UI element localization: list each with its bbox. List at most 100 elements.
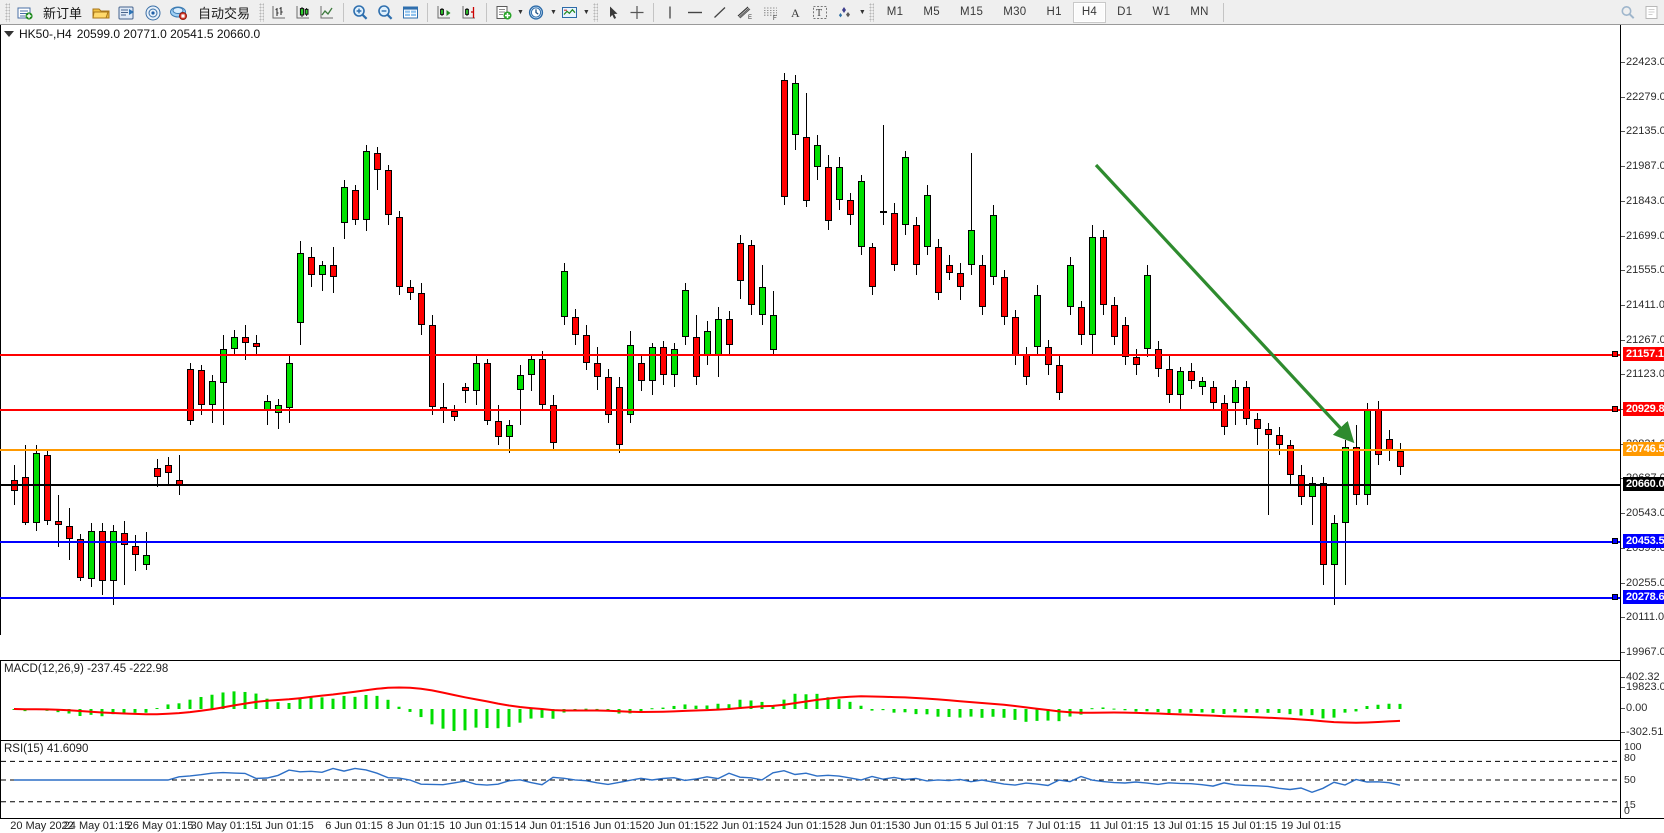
line-segment <box>0 484 1620 486</box>
timeframe-h1[interactable]: H1 <box>1046 6 1062 18</box>
macd-histogram-bar <box>848 701 852 709</box>
macd-histogram-bar <box>518 709 522 723</box>
rsi-pane[interactable]: RSI(15) 41.6090 <box>0 740 1620 818</box>
zoom-out-icon[interactable] <box>374 1 397 23</box>
news-icon[interactable] <box>115 1 139 23</box>
rsi-line <box>14 767 1401 794</box>
price-tag-resistance-1[interactable]: 21157.1 <box>1623 347 1664 361</box>
timeframe-m30[interactable]: M30 <box>1003 6 1027 18</box>
price-tick-label: 20111.0 <box>1626 611 1664 623</box>
crosshair-icon[interactable] <box>626 1 648 23</box>
line-anchor-handle[interactable] <box>1612 594 1618 600</box>
timeframe-m15[interactable]: M15 <box>959 6 984 18</box>
toolbar-separator-4 <box>652 2 654 22</box>
candle-body <box>704 331 711 355</box>
svg-text:F: F <box>773 16 777 21</box>
folder-icon[interactable] <box>89 1 113 23</box>
autotrading-icon[interactable] <box>167 1 191 23</box>
price-tick-label: 21699.0 <box>1626 230 1664 242</box>
macd-histogram-bar <box>386 699 390 709</box>
macd-histogram-bar <box>177 703 181 709</box>
time-axis-label: 22 Jun 01:15 <box>706 820 770 832</box>
chart-workspace[interactable]: HK50-,H4 20599.0 20771.0 20541.5 20660.0… <box>0 25 1664 833</box>
main-price-pane[interactable]: HK50-,H4 20599.0 20771.0 20541.5 20660.0 <box>0 25 1620 635</box>
chart-collapse-icon[interactable] <box>4 31 14 37</box>
macd-histogram-bar <box>595 708 599 710</box>
time-scale[interactable]: 20 May 2022 24 May 01:15 26 May 01:15 30 Ma… <box>0 818 1664 833</box>
zoom-in-icon[interactable] <box>349 1 372 23</box>
indicators-dropdown-caret[interactable]: ▼ <box>517 8 524 16</box>
text-icon[interactable]: A <box>785 1 807 23</box>
horizontal-line-icon[interactable] <box>683 1 707 23</box>
periods-dropdown-caret[interactable]: ▼ <box>549 8 557 16</box>
trend-arrow-line[interactable] <box>1094 163 1355 444</box>
new-order-button[interactable]: 新订单 <box>43 5 83 21</box>
price-tick-label: 21123.0 <box>1626 368 1664 380</box>
timeframe-m5[interactable]: M5 <box>923 6 940 18</box>
candle-body <box>198 370 205 405</box>
shapes-dropdown-caret[interactable]: ▼ <box>858 8 866 16</box>
periods-icon[interactable] <box>525 1 548 23</box>
auto-scroll-icon[interactable] <box>433 1 456 23</box>
templates-dropdown-caret[interactable]: ▼ <box>582 8 590 16</box>
macd-histogram-bar <box>397 706 401 709</box>
fibonacci-icon[interactable]: F <box>759 1 783 23</box>
line-chart-icon[interactable] <box>316 1 338 23</box>
price-scale[interactable]: 22423.0 22279.0 22135.0 21987.0 21843.0 21699… <box>1620 25 1664 818</box>
macd-histogram-bar <box>1321 709 1325 719</box>
vertical-line-icon[interactable] <box>659 1 681 23</box>
trendline-icon[interactable] <box>709 1 731 23</box>
candle-body <box>957 273 964 287</box>
line-anchor-handle[interactable] <box>1612 406 1618 412</box>
templates-icon[interactable] <box>558 1 581 23</box>
timeframe-w1[interactable]: W1 <box>1152 6 1171 18</box>
toolbar-grip-2[interactable] <box>259 2 265 22</box>
macd-histogram-bar <box>903 709 907 713</box>
equidistant-channel-icon[interactable]: E <box>733 1 757 23</box>
price-tag-support-2[interactable]: 20278.6 <box>1623 590 1664 604</box>
candle-body <box>209 381 216 405</box>
price-tag-last-price[interactable]: 20660.0 <box>1623 477 1664 491</box>
indicators-icon[interactable] <box>492 1 515 23</box>
candle-body <box>319 265 326 275</box>
macd-tick <box>1621 677 1625 678</box>
bar-chart-icon[interactable] <box>268 1 290 23</box>
symbol-label: HK50-,H4 <box>19 27 72 41</box>
price-tick <box>1621 374 1625 375</box>
candle-body <box>1056 365 1063 393</box>
price-tag-support-1[interactable]: 20453.5 <box>1623 534 1664 548</box>
cursor-icon[interactable] <box>602 1 624 23</box>
timeframe-m1[interactable]: M1 <box>886 6 904 18</box>
toolbar-grip-4[interactable] <box>868 2 874 22</box>
price-tick <box>1621 236 1625 237</box>
line-anchor-handle[interactable] <box>1612 351 1618 357</box>
candlestick-chart-icon[interactable] <box>292 1 314 23</box>
autotrading-button[interactable]: 自动交易 <box>198 5 251 21</box>
shapes-icon[interactable] <box>833 1 857 23</box>
candle-body <box>847 200 854 215</box>
macd-pane[interactable]: MACD(12,26,9) -237.45 -222.98 <box>0 660 1620 740</box>
timeframe-h4[interactable]: H4 <box>1072 1 1107 23</box>
price-tag-resistance-2[interactable]: 20929.8 <box>1623 402 1664 416</box>
price-tag-pivot-level[interactable]: 20746.5 <box>1623 442 1664 456</box>
macd-histogram-bar <box>980 709 984 718</box>
price-tick <box>1621 166 1625 167</box>
new-order-icon[interactable] <box>14 1 36 23</box>
search-icon[interactable] <box>1617 1 1639 23</box>
macd-histogram-bar <box>529 709 533 719</box>
help-icon[interactable] <box>1641 1 1663 23</box>
candle-body <box>110 531 117 581</box>
toolbar-grip[interactable] <box>5 2 10 22</box>
text-label-icon[interactable]: T <box>809 1 831 23</box>
candle-body <box>330 265 337 277</box>
macd-histogram-bar <box>1145 709 1149 712</box>
data-window-icon[interactable] <box>399 1 422 23</box>
chart-shift-icon[interactable] <box>458 1 481 23</box>
timeframe-d1[interactable]: D1 <box>1117 6 1133 18</box>
line-anchor-handle[interactable] <box>1612 538 1618 544</box>
candle-body <box>473 363 480 391</box>
candle-body <box>1232 387 1239 403</box>
toolbar-grip-3[interactable] <box>592 2 598 22</box>
timeframe-mn[interactable]: MN <box>1190 6 1209 18</box>
signals-icon[interactable] <box>141 1 165 23</box>
